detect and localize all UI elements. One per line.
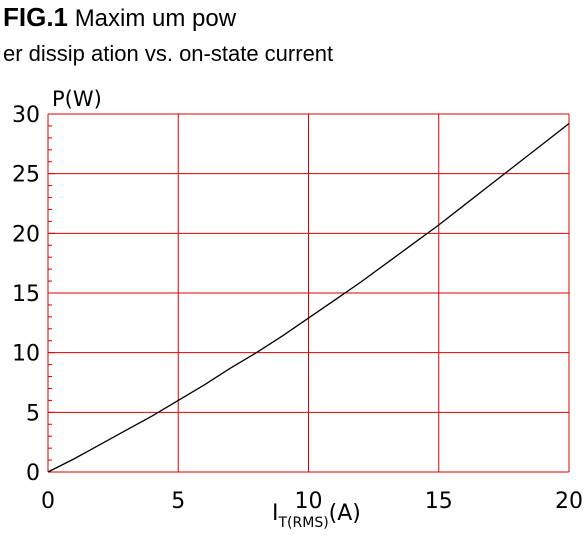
axis-labels: P(W) IT(RMS)(A)	[52, 87, 361, 531]
y-axis-label: P(W)	[52, 87, 102, 111]
y-tick-label: 0	[26, 461, 40, 486]
y-tick-label: 30	[12, 103, 40, 128]
caption-text-1: Maxim um pow	[74, 5, 237, 32]
caption-line-2: er dissip ation vs. on-state current	[3, 41, 334, 66]
axes	[48, 113, 55, 473]
tick-labels: 0 5 10 15 20 25 30 0 5 10 15 20	[12, 103, 583, 514]
x-tick-label: 5	[171, 489, 185, 514]
figure-label: FIG.1	[3, 2, 69, 32]
figure-caption: FIG.1 Maxim um pow er dissip ation vs. o…	[3, 2, 583, 74]
caption-line-1: FIG.1 Maxim um pow	[3, 2, 236, 34]
y-tick-label: 5	[26, 401, 40, 426]
power-curve	[47, 123, 570, 473]
x-axis-label: IT(RMS)(A)	[272, 501, 361, 531]
series	[47, 123, 570, 473]
y-tick-label: 20	[12, 222, 40, 247]
y-tick-label: 25	[12, 163, 40, 188]
y-tick-label: 15	[12, 282, 40, 307]
grid	[47, 113, 570, 473]
x-tick-label: 20	[555, 489, 583, 514]
y-tick-label: 10	[12, 342, 40, 367]
x-tick-label: 0	[41, 489, 55, 514]
x-tick-label: 15	[425, 489, 453, 514]
x-tick-label: 10	[295, 489, 323, 514]
